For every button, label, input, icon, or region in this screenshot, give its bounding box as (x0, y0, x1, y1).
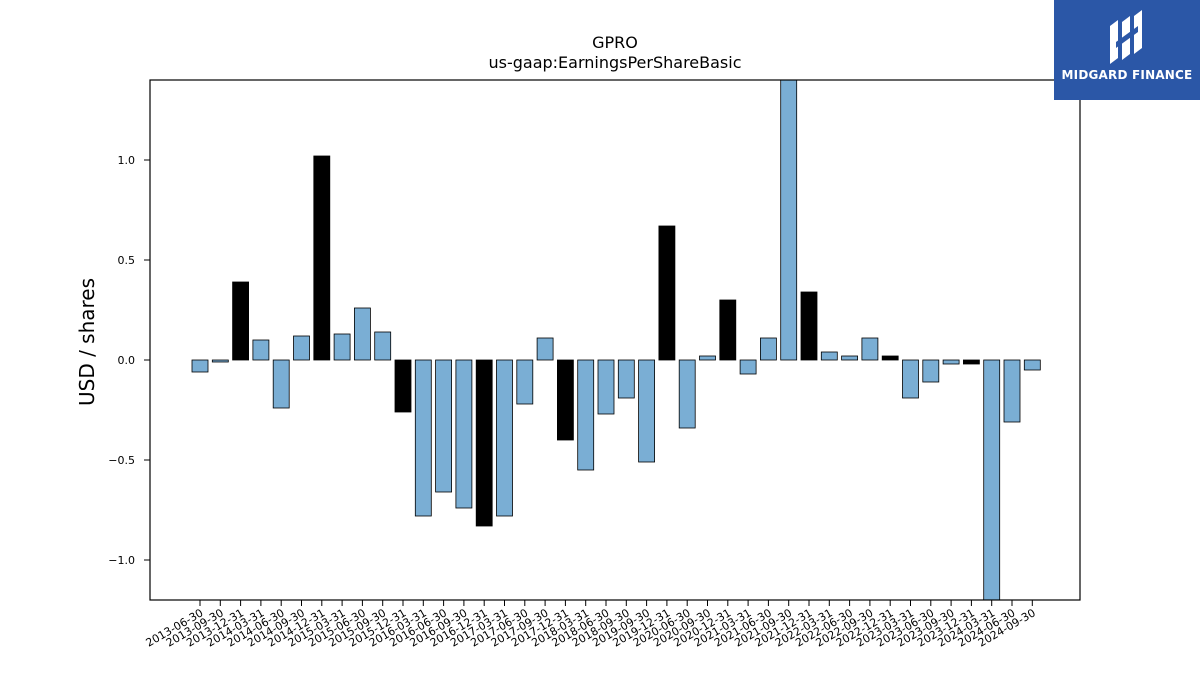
bar-2021-09-30 (780, 79, 798, 361)
bar-2016-06-30 (435, 359, 453, 493)
bar-2018-09-30 (617, 359, 635, 399)
bar-2022-09-30 (861, 337, 879, 361)
bar-2016-12-31 (475, 359, 493, 527)
bar-2022-06-30 (841, 355, 858, 361)
bar-2020-06-30 (678, 359, 696, 429)
y-tick-label: 0.5 (118, 254, 136, 267)
y-tick-label: −0.5 (108, 454, 135, 467)
chart-subtitle: us-gaap:EarningsPerShareBasic (488, 53, 741, 72)
y-axis: −1.0 −0.5 0.0 0.5 1.0 (108, 154, 150, 567)
bar-2024-06-30 (1003, 359, 1021, 423)
midgard-logo-icon (1110, 10, 1142, 64)
bar-2014-12-31 (313, 155, 331, 361)
bar-2016-03-31 (414, 359, 432, 517)
bar-2014-03-31 (252, 339, 270, 361)
bar-2016-09-30 (455, 359, 473, 509)
bar-2015-12-31 (394, 359, 412, 413)
bar-2015-03-31 (333, 333, 351, 361)
bar-2018-03-31 (577, 359, 595, 471)
chart-title: GPRO (592, 33, 638, 52)
bar-2024-03-31 (983, 359, 1001, 601)
plot-frame (149, 79, 1081, 601)
bar-2013-06-30 (191, 359, 209, 373)
bar-2023-03-31 (902, 359, 919, 399)
bar-2023-09-30 (942, 359, 960, 365)
bar-2020-12-31 (719, 299, 737, 361)
bar-2020-09-30 (699, 355, 716, 361)
y-tick-label: 1.0 (118, 154, 136, 167)
bar-2021-12-31 (800, 291, 818, 361)
bar-2014-09-30 (293, 335, 310, 361)
bar-2022-12-31 (881, 355, 899, 361)
bar-2019-12-31 (658, 225, 676, 361)
y-axis-label: USD / shares (75, 278, 99, 406)
bar-2014-06-30 (272, 359, 290, 409)
bars-group (191, 79, 1041, 601)
y-tick-label: 0.0 (118, 354, 136, 367)
bar-2015-06-30 (353, 307, 371, 361)
bar-2013-09-30 (211, 359, 229, 363)
bar-2023-06-30 (922, 359, 940, 383)
bar-2015-09-30 (374, 331, 392, 361)
bar-2023-12-31 (963, 359, 980, 365)
bar-2022-03-31 (820, 351, 838, 361)
bar-2021-06-30 (760, 337, 777, 361)
bar-2024-09-30 (1023, 359, 1041, 371)
bar-2017-09-30 (536, 337, 554, 361)
logo-text: MIDGARD FINANCE (1061, 68, 1193, 82)
bar-2019-09-30 (638, 359, 655, 463)
bar-2017-06-30 (516, 359, 534, 405)
bar-2021-03-31 (739, 359, 757, 375)
y-tick-label: −1.0 (108, 554, 135, 567)
midgard-finance-logo: MIDGARD FINANCE (1054, 0, 1200, 100)
bar-2017-03-31 (496, 359, 513, 517)
bar-2017-12-31 (557, 359, 574, 441)
x-axis: 2013-06-302013-09-302013-12-312014-03-31… (144, 600, 1038, 650)
bar-2018-06-30 (597, 359, 615, 415)
bar-2013-12-31 (232, 281, 250, 361)
